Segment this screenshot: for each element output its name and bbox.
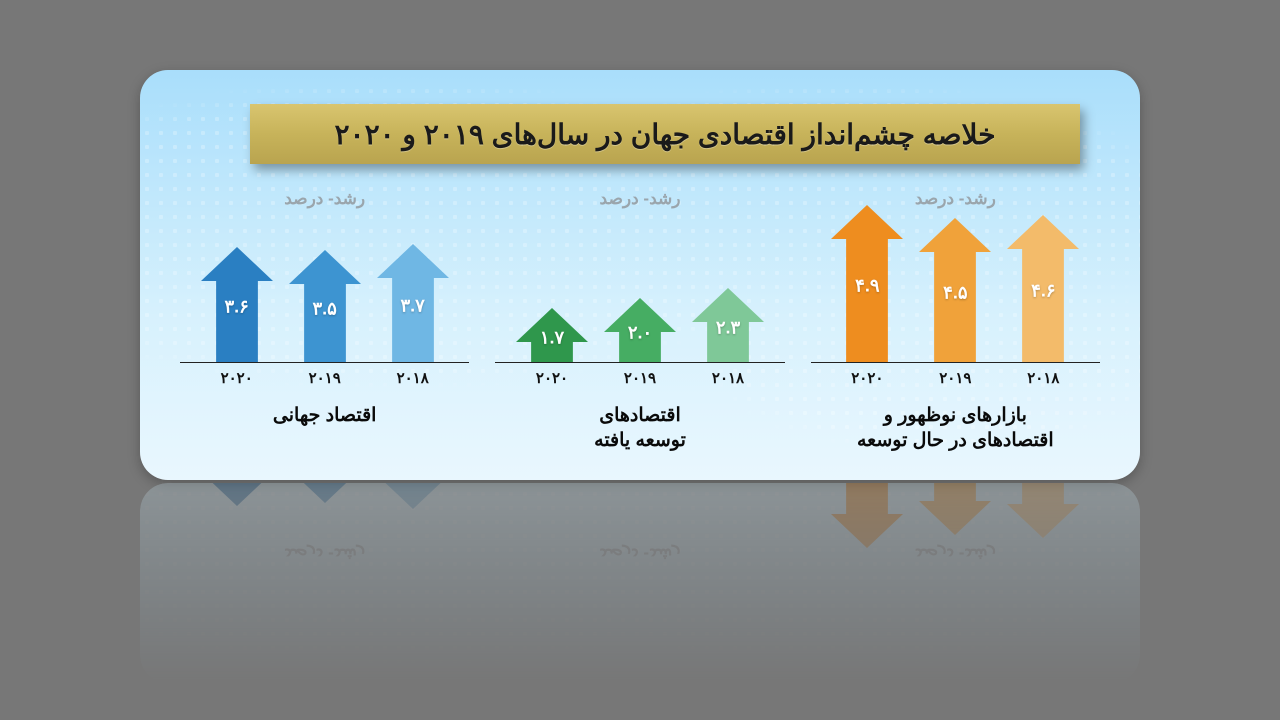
up-arrow-icon: ۴.۹ xyxy=(831,483,903,548)
chart-groups: رشد- درصد۳.۷۳.۵۳.۶۲۰۱۸۲۰۱۹۲۰۲۰اقتصاد جها… xyxy=(180,189,1100,454)
group-title: بازارهای نوظهور واقتصادهای در حال توسعه xyxy=(857,403,1054,454)
axis-label: رشد- درصد xyxy=(180,550,469,564)
up-arrow-icon: ۳.۷ xyxy=(377,244,449,362)
arrows-row: ۲.۳۲.۰۱.۷ xyxy=(495,483,784,560)
axis-label: رشد- درصد xyxy=(811,550,1100,564)
arrow-value: ۲.۰ xyxy=(628,322,652,343)
up-arrow-icon: ۳.۵ xyxy=(289,250,361,362)
group-title: اقتصادهایتوسعه یافته xyxy=(594,403,686,454)
chart-group-global: رشد- درصد۳.۷۳.۵۳.۶۲۰۱۸۲۰۱۹۲۰۲۰اقتصاد جها… xyxy=(180,483,469,564)
title-banner: خلاصه چشم‌انداز اقتصادی جهان در سال‌های … xyxy=(250,104,1080,164)
chart-group-global: رشد- درصد ۳.۷ ۳.۵ ۳.۶ ۲۰۱۸ ۲۰۱۹ ۲۰۲۰اقتصاد جها… xyxy=(180,189,469,454)
years-row: ۲۰۱۸ ۲۰۱۹ ۲۰۲۰ xyxy=(495,369,784,387)
arrow-value: ۴.۹ xyxy=(855,276,879,297)
year-label: ۲۰۲۰ xyxy=(516,369,588,387)
arrows-row: ۴.۶ ۴.۵ ۴.۹ xyxy=(811,193,1100,363)
year-label: ۲۰۲۰ xyxy=(201,369,273,387)
year-label: ۲۰۱۸ xyxy=(1007,369,1079,387)
chart-group-advanced: رشد- درصد ۲.۳ ۲.۰ ۱.۷ ۲۰۱۸ ۲۰۱۹ ۲۰۲۰ اقتصادهایت… xyxy=(495,189,784,454)
reflection-groups: رشد- درصد۳.۷۳.۵۳.۶۲۰۱۸۲۰۱۹۲۰۲۰اقتصاد جها… xyxy=(180,483,1100,564)
infographic-card: خلاصه چشم‌انداز اقتصادی جهان در سال‌های … xyxy=(140,70,1140,480)
chart-group-emerging: رشد- درصد۴.۶۴.۵۴.۹۲۰۱۸۲۰۱۹۲۰۲۰بازارهای ن… xyxy=(811,483,1100,564)
up-arrow-icon: ۴.۵ xyxy=(919,218,991,362)
arrow-value: ۳.۶ xyxy=(225,297,249,318)
year-label: ۲۰۱۹ xyxy=(919,369,991,387)
arrows-row: ۲.۳ ۲.۰ ۱.۷ xyxy=(495,193,784,363)
arrow-value: ۳.۵ xyxy=(313,298,337,319)
group-title: اقتصاد جهانی xyxy=(273,403,377,429)
arrow-value: ۳.۷ xyxy=(401,295,425,316)
up-arrow-icon: ۴.۶ xyxy=(1007,483,1079,538)
years-row: ۲۰۱۸ ۲۰۱۹ ۲۰۲۰ xyxy=(180,369,469,387)
up-arrow-icon: ۴.۹ xyxy=(831,205,903,362)
chart-group-advanced: رشد- درصد۲.۳۲.۰۱.۷۲۰۱۸۲۰۱۹۲۰۲۰اقتصادهایت… xyxy=(495,483,784,564)
axis-label: رشد- درصد xyxy=(180,189,469,203)
up-arrow-icon: ۳.۵ xyxy=(289,483,361,503)
arrow-value: ۴.۶ xyxy=(1031,281,1055,302)
up-arrow-icon: ۳.۶ xyxy=(201,247,273,362)
arrows-row: ۳.۷ ۳.۵ ۳.۶ xyxy=(180,483,469,560)
year-label: ۲۰۲۰ xyxy=(831,369,903,387)
arrows-row: ۴.۶ ۴.۵ ۴.۹ xyxy=(811,483,1100,560)
year-label: ۲۰۱۹ xyxy=(289,369,361,387)
years-row: ۲۰۱۸ ۲۰۱۹ ۲۰۲۰ xyxy=(811,369,1100,387)
up-arrow-icon: ۳.۶ xyxy=(201,483,273,506)
arrow-value: ۲.۳ xyxy=(716,317,740,338)
arrows-row: ۳.۷ ۳.۵ ۳.۶ xyxy=(180,193,469,363)
year-label: ۲۰۱۸ xyxy=(692,369,764,387)
chart-group-emerging: رشد- درصد ۴.۶ ۴.۵ ۴.۹ ۲۰۱۸ ۲۰۱۹ ۲۰۲۰ بازارهای ن… xyxy=(811,189,1100,454)
card-reflection: رشد- درصد۳.۷۳.۵۳.۶۲۰۱۸۲۰۱۹۲۰۲۰اقتصاد جها… xyxy=(140,483,1140,683)
axis-label: رشد- درصد xyxy=(811,189,1100,203)
year-label: ۲۰۱۸ xyxy=(377,369,449,387)
up-arrow-icon: ۳.۷ xyxy=(377,483,449,509)
up-arrow-icon: ۲.۰ xyxy=(604,298,676,362)
up-arrow-icon: ۱.۷ xyxy=(516,308,588,362)
title-text: خلاصه چشم‌انداز اقتصادی جهان در سال‌های … xyxy=(334,118,995,151)
up-arrow-icon: ۲.۳ xyxy=(692,288,764,362)
year-label: ۲۰۱۹ xyxy=(604,369,676,387)
arrow-value: ۴.۵ xyxy=(943,282,967,303)
axis-label: رشد- درصد xyxy=(495,189,784,203)
axis-label: رشد- درصد xyxy=(495,550,784,564)
arrow-value: ۱.۷ xyxy=(540,327,564,348)
up-arrow-icon: ۴.۵ xyxy=(919,483,991,535)
up-arrow-icon: ۴.۶ xyxy=(1007,215,1079,362)
